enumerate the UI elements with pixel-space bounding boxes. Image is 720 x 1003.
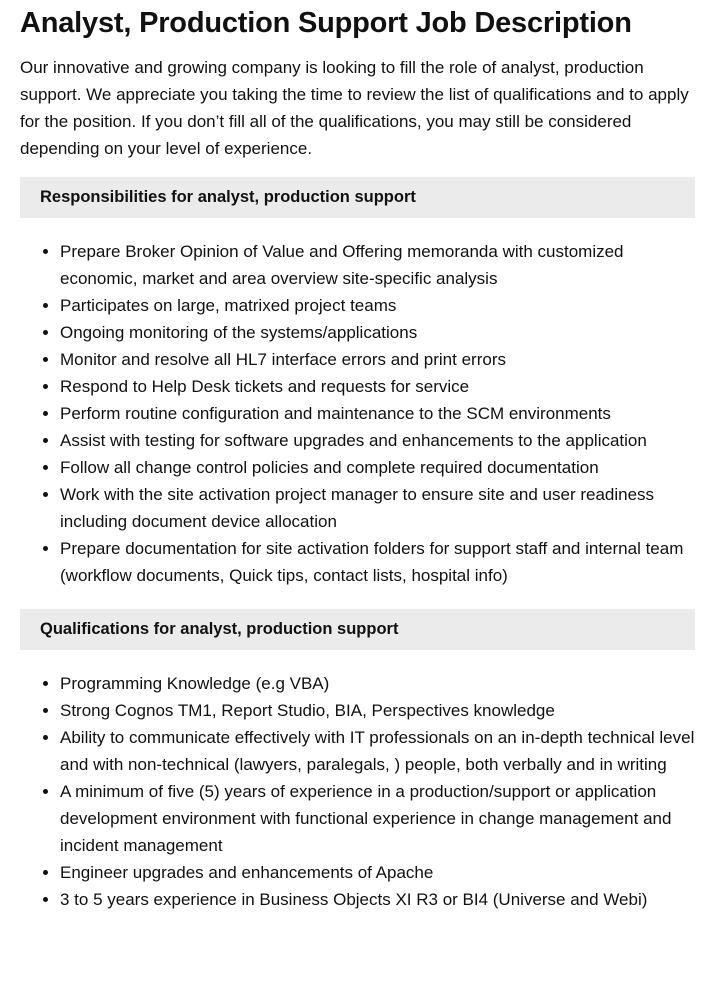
list-item: Ongoing monitoring of the systems/applic…	[60, 319, 695, 346]
responsibilities-list: Prepare Broker Opinion of Value and Offe…	[20, 238, 695, 589]
list-item: Strong Cognos TM1, Report Studio, BIA, P…	[60, 697, 695, 724]
responsibilities-heading: Responsibilities for analyst, production…	[20, 177, 695, 218]
list-item: 3 to 5 years experience in Business Obje…	[60, 886, 695, 913]
list-item: Prepare documentation for site activatio…	[60, 535, 695, 589]
list-item: Participates on large, matrixed project …	[60, 292, 695, 319]
list-item: Monitor and resolve all HL7 interface er…	[60, 346, 695, 373]
job-description: Analyst, Production Support Job Descript…	[0, 0, 720, 913]
qualifications-heading: Qualifications for analyst, production s…	[20, 609, 695, 650]
list-item: Prepare Broker Opinion of Value and Offe…	[60, 238, 695, 292]
page-title: Analyst, Production Support Job Descript…	[20, 7, 632, 39]
list-item: Respond to Help Desk tickets and request…	[60, 373, 695, 400]
list-item: A minimum of five (5) years of experienc…	[60, 778, 695, 859]
list-item: Ability to communicate effectively with …	[60, 724, 695, 778]
list-item: Engineer upgrades and enhancements of Ap…	[60, 859, 695, 886]
list-item: Assist with testing for software upgrade…	[60, 427, 695, 454]
qualifications-list: Programming Knowledge (e.g VBA) Strong C…	[20, 670, 695, 913]
intro-paragraph: Our innovative and growing company is lo…	[20, 58, 689, 158]
list-item: Perform routine configuration and mainte…	[60, 400, 695, 427]
list-item: Follow all change control policies and c…	[60, 454, 695, 481]
list-item: Work with the site activation project ma…	[60, 481, 695, 535]
list-item: Programming Knowledge (e.g VBA)	[60, 670, 695, 697]
